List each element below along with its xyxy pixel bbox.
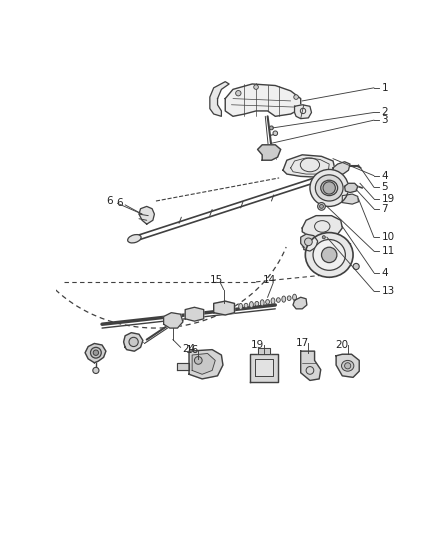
Text: 11: 11 [381,246,395,256]
Polygon shape [293,297,307,309]
Polygon shape [283,155,335,177]
Ellipse shape [244,303,248,308]
Polygon shape [189,350,223,379]
Circle shape [273,131,278,135]
Circle shape [320,234,327,241]
Text: 7: 7 [381,204,388,214]
Circle shape [322,236,325,239]
Circle shape [236,91,241,96]
Ellipse shape [127,235,141,243]
Ellipse shape [293,294,297,301]
Polygon shape [250,354,278,382]
Circle shape [304,238,312,246]
Ellipse shape [266,300,269,304]
Ellipse shape [255,302,259,306]
Text: 13: 13 [381,286,395,296]
Text: 2: 2 [381,108,388,117]
Polygon shape [258,348,270,354]
Ellipse shape [250,302,253,308]
Text: 19: 19 [381,193,395,204]
Text: 3: 3 [381,115,388,125]
Circle shape [321,247,337,263]
Polygon shape [345,183,358,192]
Ellipse shape [271,298,275,304]
Polygon shape [301,234,318,251]
Polygon shape [336,354,359,377]
Text: 24: 24 [182,344,195,354]
Circle shape [129,337,138,346]
Text: 6: 6 [116,198,123,207]
Ellipse shape [315,175,343,201]
Text: 17: 17 [296,338,309,349]
Text: 14: 14 [263,276,276,285]
Text: 1: 1 [381,83,388,93]
Circle shape [269,126,273,130]
Circle shape [254,85,258,90]
Circle shape [93,367,99,374]
Circle shape [194,357,202,364]
Text: 4: 4 [381,171,388,181]
Polygon shape [177,363,189,370]
Ellipse shape [313,239,346,270]
Text: 20: 20 [335,340,348,350]
Ellipse shape [310,169,349,206]
Polygon shape [139,206,155,224]
Ellipse shape [282,296,286,302]
Text: 19: 19 [251,340,264,350]
Polygon shape [301,351,321,381]
Circle shape [91,348,101,358]
Ellipse shape [239,303,243,310]
Ellipse shape [342,360,354,371]
Circle shape [353,263,359,270]
Ellipse shape [287,296,291,301]
Ellipse shape [260,300,264,306]
Polygon shape [258,145,281,160]
Ellipse shape [321,180,338,196]
Polygon shape [164,313,183,328]
Polygon shape [254,359,273,376]
Polygon shape [124,333,143,351]
Text: 16: 16 [186,345,200,354]
Polygon shape [185,308,204,321]
Circle shape [320,205,323,208]
Ellipse shape [305,232,353,277]
Polygon shape [210,82,229,116]
Circle shape [318,203,325,210]
Text: 6: 6 [106,196,113,206]
Polygon shape [294,105,311,119]
Circle shape [345,363,351,369]
Polygon shape [192,353,215,374]
Polygon shape [85,343,106,363]
Circle shape [323,182,336,194]
Polygon shape [225,84,301,116]
Polygon shape [333,161,350,174]
Text: 5: 5 [381,182,388,192]
Text: 15: 15 [209,276,223,285]
Ellipse shape [276,298,280,302]
Text: 4: 4 [381,268,388,278]
Polygon shape [302,216,342,237]
Circle shape [294,95,298,99]
Circle shape [93,350,99,356]
Text: 10: 10 [381,232,395,242]
Polygon shape [342,194,358,204]
Polygon shape [214,301,234,315]
